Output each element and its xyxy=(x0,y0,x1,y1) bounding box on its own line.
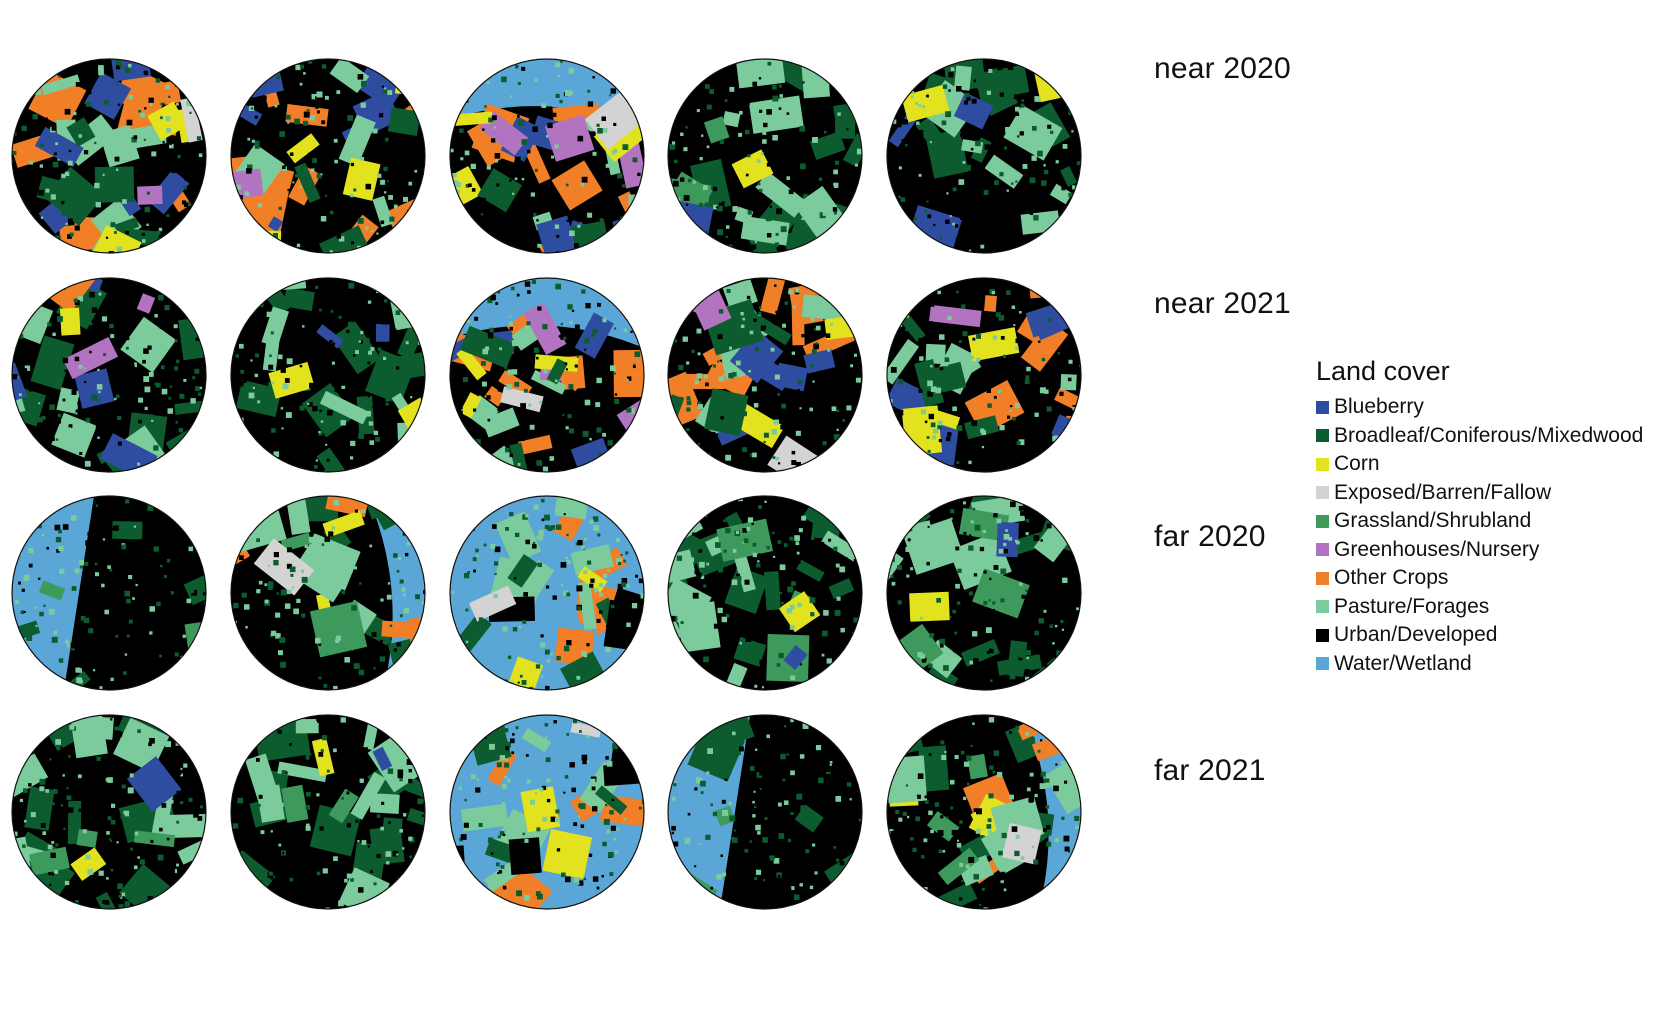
map-circle-outline xyxy=(11,58,207,254)
map-circle-outline xyxy=(667,714,863,910)
map-circle-outline xyxy=(11,714,207,910)
legend-swatch xyxy=(1316,514,1329,528)
legend-swatch xyxy=(1316,486,1329,500)
map-circle-outline xyxy=(230,58,426,254)
legend-label: Other Crops xyxy=(1334,566,1449,590)
legend-swatch xyxy=(1316,571,1329,585)
row-label-far-2020: far 2020 xyxy=(1154,520,1266,553)
map-circle-outline xyxy=(886,277,1082,473)
legend-item-other-crops: Other Crops xyxy=(1316,564,1643,593)
map-circle-r3-c4 xyxy=(668,496,862,690)
legend-item-urban-developed: Urban/Developed xyxy=(1316,621,1643,650)
legend-swatch xyxy=(1316,543,1329,557)
map-circle-outline xyxy=(449,714,645,910)
map-circle-r2-c4 xyxy=(668,278,862,472)
legend-swatch xyxy=(1316,400,1329,414)
map-circle-outline xyxy=(11,495,207,691)
map-circle-r3-c5 xyxy=(887,496,1081,690)
map-circle-outline xyxy=(667,58,863,254)
map-circle-outline xyxy=(667,495,863,691)
legend-label: Grassland/Shrubland xyxy=(1334,509,1532,533)
map-circle-r4-c4 xyxy=(668,715,862,909)
legend-label: Greenhouses/Nursery xyxy=(1334,537,1540,561)
map-circle-r1-c5 xyxy=(887,59,1081,253)
legend-item-corn: Corn xyxy=(1316,450,1643,479)
legend-label: Pasture/Forages xyxy=(1334,594,1490,618)
map-circle-outline xyxy=(886,495,1082,691)
map-circle-outline xyxy=(667,277,863,473)
map-circle-r4-c2 xyxy=(231,715,425,909)
map-circle-r2-c3 xyxy=(450,278,644,472)
legend-label: Urban/Developed xyxy=(1334,623,1498,647)
map-circle-r1-c3 xyxy=(450,59,644,253)
map-circle-r1-c1 xyxy=(12,59,206,253)
map-circle-outline xyxy=(449,277,645,473)
legend-item-pasture-forages: Pasture/Forages xyxy=(1316,593,1643,622)
map-circle-outline xyxy=(230,714,426,910)
map-circle-r4-c1 xyxy=(12,715,206,909)
map-circle-r4-c3 xyxy=(450,715,644,909)
legend-swatch xyxy=(1316,657,1329,671)
land-cover-legend: Land cover Blueberry Broadleaf/Coniferous… xyxy=(1316,356,1643,678)
map-circle-outline xyxy=(449,495,645,691)
row-label-near-2021: near 2021 xyxy=(1154,287,1291,320)
legend-label: Corn xyxy=(1334,452,1380,476)
legend-item-blueberry: Blueberry xyxy=(1316,393,1643,422)
map-circle-r2-c1 xyxy=(12,278,206,472)
legend-title: Land cover xyxy=(1316,356,1450,386)
legend-swatch xyxy=(1316,628,1329,642)
map-circle-outline xyxy=(886,58,1082,254)
map-circle-outline xyxy=(449,58,645,254)
map-circle-r1-c4 xyxy=(668,59,862,253)
map-circle-r2-c5 xyxy=(887,278,1081,472)
legend-item-exposed-barren-fallow: Exposed/Barren/Fallow xyxy=(1316,479,1643,508)
legend-item-grassland-shrubland: Grassland/Shrubland xyxy=(1316,507,1643,536)
legend-item-broadleaf-coniferous-mixedwood: Broadleaf/Coniferous/Mixedwood xyxy=(1316,422,1643,451)
legend-label: Broadleaf/Coniferous/Mixedwood xyxy=(1334,423,1644,447)
map-circle-outline xyxy=(11,277,207,473)
legend-label: Water/Wetland xyxy=(1334,651,1472,675)
map-circle-outline xyxy=(230,495,426,691)
row-label-far-2021: far 2021 xyxy=(1154,754,1266,787)
row-label-near-2020: near 2020 xyxy=(1154,52,1291,85)
legend-swatch xyxy=(1316,457,1329,471)
legend-item-greenhouses-nursery: Greenhouses/Nursery xyxy=(1316,536,1643,565)
legend-swatch xyxy=(1316,429,1329,443)
map-circle-r2-c2 xyxy=(231,278,425,472)
legend-label: Exposed/Barren/Fallow xyxy=(1334,480,1552,504)
legend-label: Blueberry xyxy=(1334,395,1424,419)
map-circle-r3-c3 xyxy=(450,496,644,690)
map-circle-r3-c2 xyxy=(231,496,425,690)
legend-items: Blueberry Broadleaf/Coniferous/Mixedwood C… xyxy=(1316,393,1643,678)
map-circle-outline xyxy=(886,714,1082,910)
map-circle-outline xyxy=(230,277,426,473)
map-circle-r3-c1 xyxy=(12,496,206,690)
map-circle-r1-c2 xyxy=(231,59,425,253)
legend-item-water-wetland: Water/Wetland xyxy=(1316,650,1643,679)
legend-swatch xyxy=(1316,600,1329,614)
